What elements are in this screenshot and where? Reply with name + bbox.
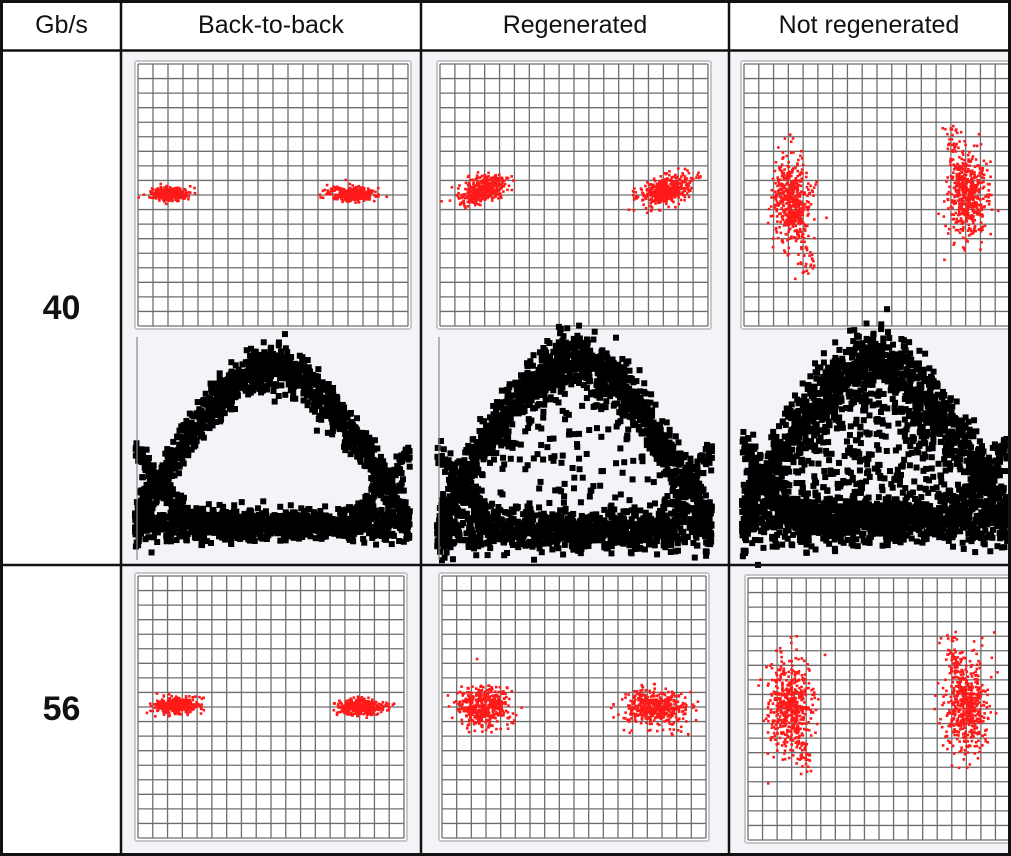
grid-lines [441, 575, 707, 839]
constellation-points [757, 630, 999, 785]
column-header-back-to-back: Back-to-back [198, 11, 344, 39]
column-header-regenerated: Regenerated [502, 11, 648, 39]
constellation-40-back-to-back [134, 60, 412, 330]
constellation-points [145, 692, 396, 719]
eye-diagram-40-back-to-back [132, 331, 413, 556]
constellation-points [137, 178, 389, 206]
constellation-points [440, 167, 702, 215]
constellation-56-not-regenerated [744, 574, 1011, 844]
column-header-not-regenerated: Not regenerated [778, 11, 960, 39]
constellation-points [446, 657, 700, 737]
constellation-56-regenerated [438, 572, 710, 842]
eye-diagram-40-not-regenerated [739, 306, 1011, 568]
constellation-40-not-regenerated [740, 60, 1011, 330]
grid-lines [137, 63, 409, 327]
eye-diagram-40-regenerated [434, 322, 715, 564]
grid-lines [747, 577, 1011, 841]
constellation-points [766, 124, 1000, 281]
row-label-56: 56 [42, 690, 81, 728]
row-label-40: 40 [42, 288, 81, 327]
constellation-40-regenerated [436, 60, 712, 330]
corner-header: Gb/s [35, 11, 88, 39]
constellation-56-back-to-back [134, 572, 408, 842]
